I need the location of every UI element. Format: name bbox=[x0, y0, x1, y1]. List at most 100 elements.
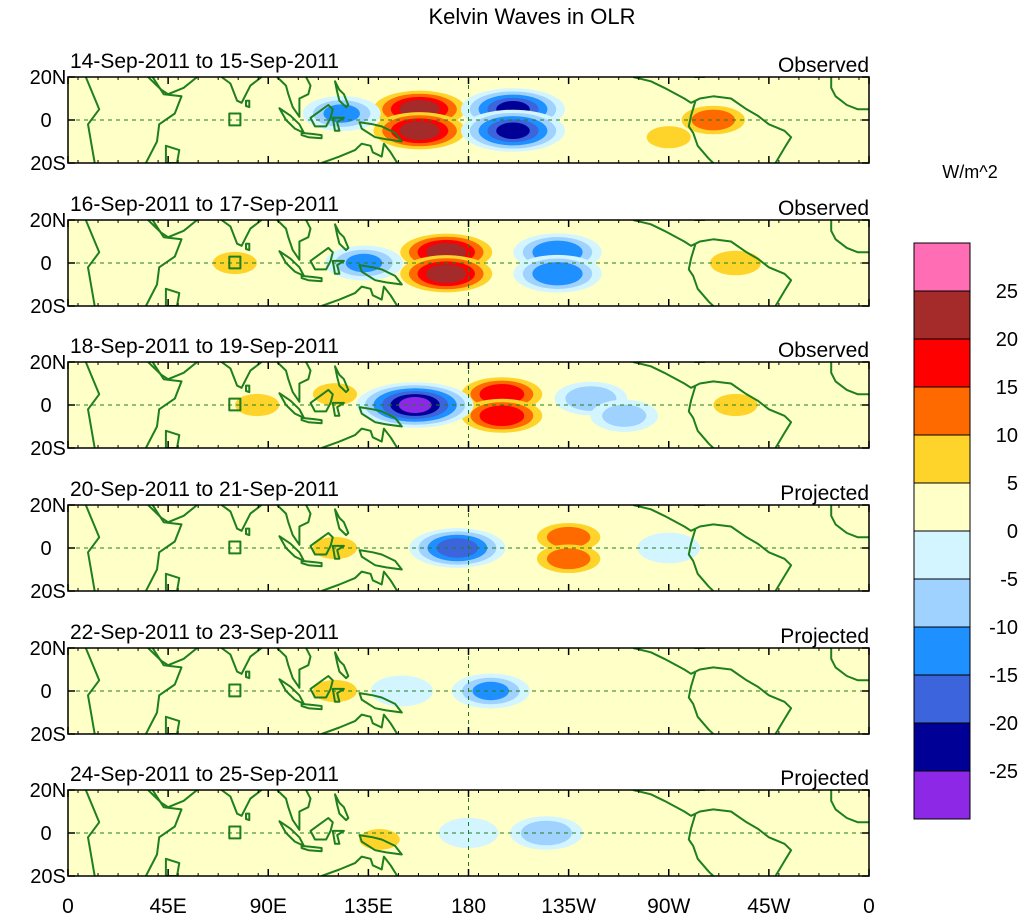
y-tick-label: 0 bbox=[40, 253, 51, 275]
panel-label: Projected bbox=[780, 625, 869, 648]
anomaly-4 bbox=[461, 109, 565, 152]
x-tick-label: 135W bbox=[541, 895, 596, 918]
panel-label: Projected bbox=[780, 482, 869, 505]
java-outline bbox=[300, 274, 323, 283]
maldives-box bbox=[228, 825, 242, 840]
contour bbox=[426, 264, 467, 284]
indochina-outline bbox=[276, 362, 312, 403]
sulawesi-outline bbox=[331, 259, 345, 275]
colorbar-label: -20 bbox=[989, 713, 1018, 735]
panel-label: Observed bbox=[778, 54, 869, 77]
south-america-outline bbox=[695, 808, 793, 876]
west-africa-bulge bbox=[830, 648, 869, 682]
x-tick-label: 180 bbox=[451, 895, 486, 918]
central-america-coast bbox=[632, 77, 696, 104]
x-tick-label: 0 bbox=[62, 895, 74, 918]
australia-north-coast bbox=[321, 142, 399, 163]
colorbar-box bbox=[913, 578, 971, 628]
philippines-outline bbox=[334, 651, 350, 680]
java-outline bbox=[300, 559, 323, 568]
sri-lanka-outline bbox=[245, 527, 251, 537]
colorbar-box bbox=[913, 530, 971, 580]
panel-5: 20N 0 20S 22-Sep-2011 to 23-Sep-2011 Project… bbox=[30, 621, 870, 746]
contour bbox=[212, 251, 257, 275]
south-america-west-coast bbox=[687, 243, 714, 306]
colorbar-box bbox=[913, 626, 971, 676]
panel-period: 24-Sep-2011 to 25-Sep-2011 bbox=[70, 763, 339, 786]
anomaly-4 bbox=[513, 254, 602, 293]
contour bbox=[532, 262, 583, 286]
borneo-outline bbox=[309, 104, 334, 128]
maldives-box bbox=[228, 255, 242, 270]
sulawesi-outline bbox=[331, 544, 345, 560]
sulawesi-outline bbox=[331, 829, 345, 845]
africa-coast bbox=[84, 648, 101, 734]
south-america-west-coast bbox=[687, 671, 714, 734]
y-tick-label: 20N bbox=[30, 780, 67, 802]
arabia-outline bbox=[147, 220, 198, 239]
colorbar-box bbox=[913, 290, 971, 340]
chart-title: Kelvin Waves in OLR bbox=[428, 4, 635, 29]
coastlines bbox=[84, 505, 869, 591]
java-outline bbox=[300, 844, 323, 853]
colorbar-label: -10 bbox=[989, 617, 1018, 639]
y-tick-label: 20S bbox=[30, 153, 66, 175]
australia-north-coast bbox=[321, 713, 399, 734]
y-tick-label: 20N bbox=[30, 352, 67, 374]
sulawesi-outline bbox=[331, 687, 345, 703]
coastlines bbox=[84, 220, 869, 306]
panel-period: 20-Sep-2011 to 21-Sep-2011 bbox=[70, 478, 339, 501]
sri-lanka-outline bbox=[245, 384, 251, 394]
x-tick-label: 135E bbox=[344, 895, 393, 918]
java-outline bbox=[300, 131, 323, 140]
indochina-outline bbox=[276, 790, 312, 831]
contour bbox=[312, 383, 358, 406]
colorbar-box bbox=[913, 242, 971, 292]
x-tick-label: 45W bbox=[747, 895, 790, 918]
philippines-outline bbox=[334, 365, 350, 394]
colorbar-label: 25 bbox=[996, 281, 1018, 303]
x-axis: 0 45E 90E 135E 180 135W 90W 45W 0 bbox=[62, 895, 875, 918]
anomaly-6 bbox=[235, 393, 280, 417]
central-america-coast bbox=[632, 362, 696, 389]
philippines-outline bbox=[334, 508, 350, 537]
panel-2: 20N 0 20S 16-Sep-2011 to 17-Sep-2011 Observe… bbox=[30, 193, 870, 318]
contour bbox=[520, 820, 572, 846]
philippines-outline bbox=[334, 793, 350, 822]
africa-east-coast bbox=[145, 362, 183, 448]
contour bbox=[472, 681, 510, 701]
india-outline bbox=[220, 77, 263, 104]
africa-east-coast bbox=[145, 790, 183, 876]
colorbar-box bbox=[913, 770, 971, 820]
panel-label: Observed bbox=[778, 197, 869, 220]
south-america-outline bbox=[695, 238, 793, 306]
anomaly-6 bbox=[681, 105, 745, 135]
panels: 20N 0 20S 14-Sep-2011 to 15-Sep-2011 Observe… bbox=[30, 50, 870, 888]
africa-coast bbox=[84, 220, 101, 306]
colorbar-label: -15 bbox=[989, 665, 1018, 687]
arabia-outline bbox=[147, 505, 198, 524]
colorbar: 25 20 15 10 5 0 -5 -10 -15 -20 -25 bbox=[913, 242, 1018, 820]
panel-label: Observed bbox=[778, 339, 869, 362]
sri-lanka-outline bbox=[245, 812, 251, 822]
arabia-outline bbox=[147, 790, 198, 809]
africa-east-coast bbox=[145, 505, 183, 591]
new-guinea-outline bbox=[358, 692, 403, 714]
australia-north-coast bbox=[321, 855, 399, 876]
anomaly-2 bbox=[373, 112, 466, 150]
south-america-outline bbox=[695, 666, 793, 734]
colorbar-box bbox=[913, 434, 971, 484]
madagascar-outline bbox=[164, 715, 181, 734]
coastlines bbox=[84, 648, 869, 734]
y-tick-label: 20S bbox=[30, 866, 66, 888]
borneo-outline bbox=[309, 675, 334, 699]
coastlines bbox=[84, 790, 869, 876]
colorbar-box bbox=[913, 482, 971, 532]
panel-1: 20N 0 20S 14-Sep-2011 to 15-Sep-2011 Observe… bbox=[30, 50, 870, 175]
java-outline bbox=[300, 702, 323, 711]
x-tick-label: 90W bbox=[647, 895, 690, 918]
maldives-box bbox=[228, 112, 242, 127]
maldives-box bbox=[228, 397, 242, 412]
contour bbox=[646, 126, 691, 149]
madagascar-outline bbox=[164, 857, 181, 876]
